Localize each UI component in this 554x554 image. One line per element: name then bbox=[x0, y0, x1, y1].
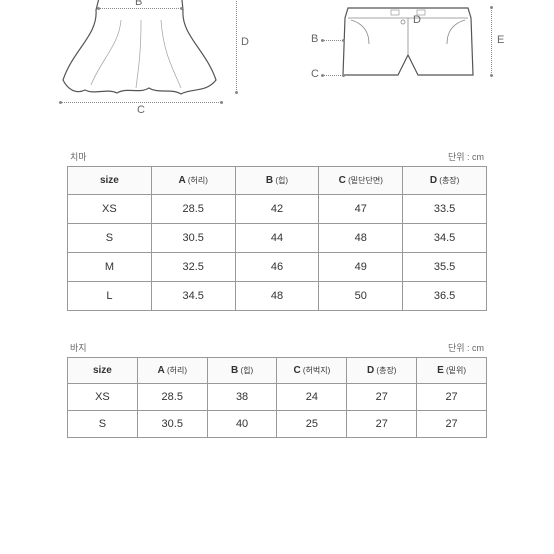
shorts-dim-E: E bbox=[497, 34, 504, 46]
pants-unit-label: 단위 : cm bbox=[448, 341, 484, 354]
col-B: B (힙) bbox=[207, 358, 277, 384]
skirt-dim-D: D bbox=[241, 36, 249, 48]
col-A: A (허리) bbox=[137, 358, 207, 384]
pants-tbody: XS 28.5 38 24 27 27 S 30.5 40 25 27 27 bbox=[68, 384, 487, 438]
shorts-dim-C: C bbox=[311, 68, 319, 80]
table-row: XS 28.5 38 24 27 27 bbox=[68, 384, 487, 411]
col-B: B (힙) bbox=[235, 167, 319, 195]
col-D: D (총장) bbox=[347, 358, 417, 384]
table-row: M 32.5 46 49 35.5 bbox=[68, 253, 487, 282]
shorts-outline bbox=[293, 0, 523, 120]
col-E: E (밑위) bbox=[417, 358, 487, 384]
col-size: size bbox=[68, 167, 152, 195]
col-C: C (허벅지) bbox=[277, 358, 347, 384]
skirt-table-section: 치마 단위 : cm size A (허리) B (힙) C (밑단단면) D … bbox=[10, 150, 544, 311]
skirt-tbody: XS 28.5 42 47 33.5 S 30.5 44 48 34.5 M 3… bbox=[68, 195, 487, 311]
table-row: S 30.5 44 48 34.5 bbox=[68, 224, 487, 253]
skirt-diagram: B C D bbox=[31, 0, 251, 120]
table-row: S 30.5 40 25 27 27 bbox=[68, 411, 487, 438]
skirt-dim-C: C bbox=[137, 104, 145, 116]
skirt-size-table: size A (허리) B (힙) C (밑단단면) D (총장) XS 28.… bbox=[67, 166, 487, 311]
shorts-diagram: A B C D E bbox=[293, 0, 523, 120]
pants-table-caption: 바지 단위 : cm bbox=[10, 341, 544, 357]
col-C: C (밑단단면) bbox=[319, 167, 403, 195]
shorts-dim-B: B bbox=[311, 33, 318, 45]
pants-caption-label: 바지 bbox=[70, 341, 87, 354]
pants-size-table: size A (허리) B (힙) C (허벅지) D (총장) E (밑위) … bbox=[67, 357, 487, 438]
col-A: A (허리) bbox=[151, 167, 235, 195]
table-header-row: size A (허리) B (힙) C (허벅지) D (총장) E (밑위) bbox=[68, 358, 487, 384]
skirt-dim-B: B bbox=[135, 0, 142, 8]
table-row: L 34.5 48 50 36.5 bbox=[68, 282, 487, 311]
skirt-table-caption: 치마 단위 : cm bbox=[10, 150, 544, 166]
table-header-row: size A (허리) B (힙) C (밑단단면) D (총장) bbox=[68, 167, 487, 195]
col-size: size bbox=[68, 358, 138, 384]
skirt-caption-label: 치마 bbox=[70, 150, 87, 163]
col-D: D (총장) bbox=[403, 167, 487, 195]
pants-table-section: 바지 단위 : cm size A (허리) B (힙) C (허벅지) D (… bbox=[10, 341, 544, 438]
table-row: XS 28.5 42 47 33.5 bbox=[68, 195, 487, 224]
diagrams-row: B C D A B C D E bbox=[10, 0, 544, 130]
skirt-unit-label: 단위 : cm bbox=[448, 150, 484, 163]
shorts-dim-D: D bbox=[413, 14, 421, 26]
